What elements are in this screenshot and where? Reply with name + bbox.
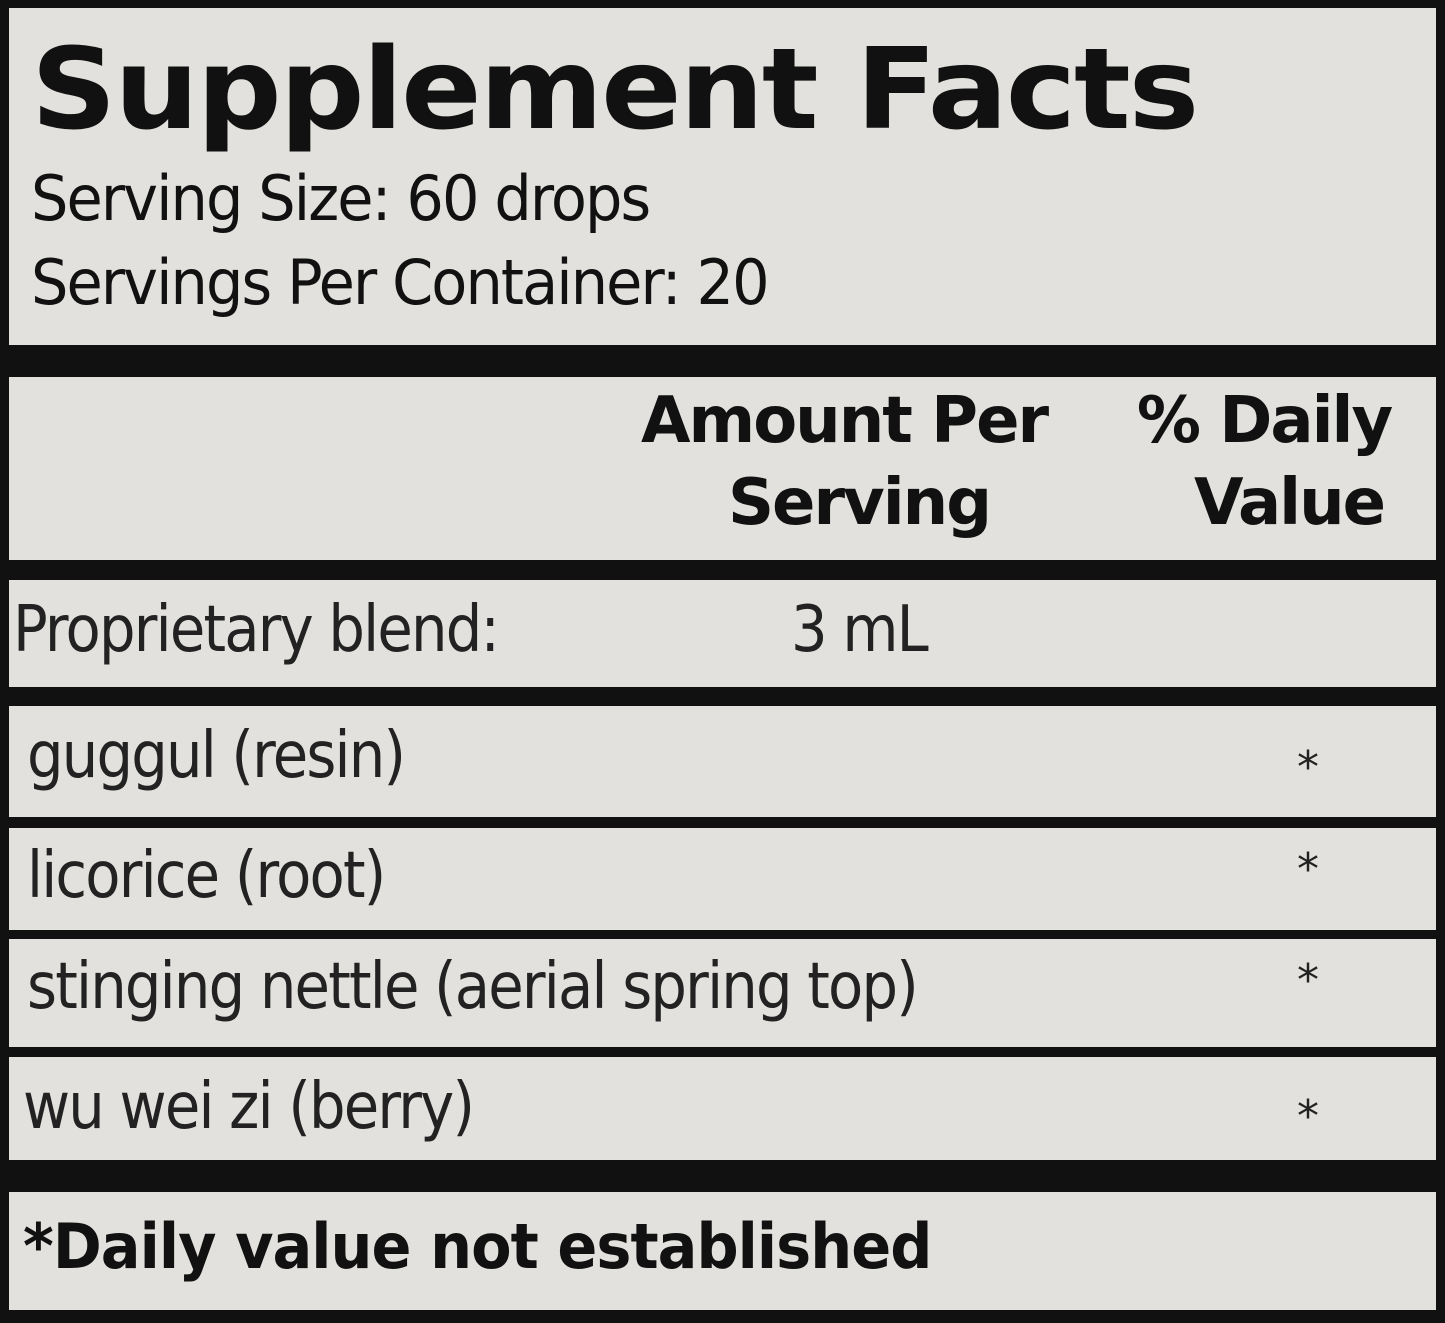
footnote-section: *Daily value not established bbox=[9, 1192, 1436, 1310]
serving-size: Serving Size: 60 drops bbox=[31, 162, 651, 235]
ingredient-row: guggul (resin) * bbox=[9, 706, 1436, 817]
blend-label: Proprietary blend: bbox=[13, 593, 500, 667]
ingredient-row: wu wei zi (berry) * bbox=[9, 1057, 1436, 1160]
ingredient-dv: * bbox=[1297, 742, 1319, 793]
ingredient-name: stinging nettle (aerial spring top) bbox=[27, 950, 919, 1024]
title-section: Supplement Facts Serving Size: 60 drops … bbox=[9, 8, 1436, 345]
ingredient-dv: * bbox=[1297, 844, 1319, 895]
ingredient-dv: * bbox=[1297, 955, 1319, 1006]
label-title: Supplement Facts bbox=[31, 25, 1199, 155]
ingredient-name: licorice (root) bbox=[27, 839, 386, 913]
column-header: Amount Per Serving % Daily Value bbox=[9, 377, 1436, 560]
ingredient-row: licorice (root) * bbox=[9, 828, 1436, 930]
amount-header-line2: Serving bbox=[727, 466, 992, 540]
ingredient-dv: * bbox=[1297, 1091, 1319, 1142]
ingredient-name: wu wei zi (berry) bbox=[23, 1070, 475, 1144]
servings-per-container: Servings Per Container: 20 bbox=[31, 246, 770, 319]
amount-header-line1: Amount Per bbox=[640, 384, 1049, 458]
blend-row: Proprietary blend: 3 mL bbox=[9, 580, 1436, 687]
dv-header-line1: % Daily bbox=[1136, 384, 1393, 458]
blend-amount: 3 mL bbox=[791, 593, 929, 667]
ingredient-row: stinging nettle (aerial spring top) * bbox=[9, 939, 1436, 1047]
footnote: *Daily value not established bbox=[23, 1210, 932, 1283]
dv-header-line2: Value bbox=[1193, 466, 1386, 540]
ingredient-name: guggul (resin) bbox=[27, 719, 406, 793]
